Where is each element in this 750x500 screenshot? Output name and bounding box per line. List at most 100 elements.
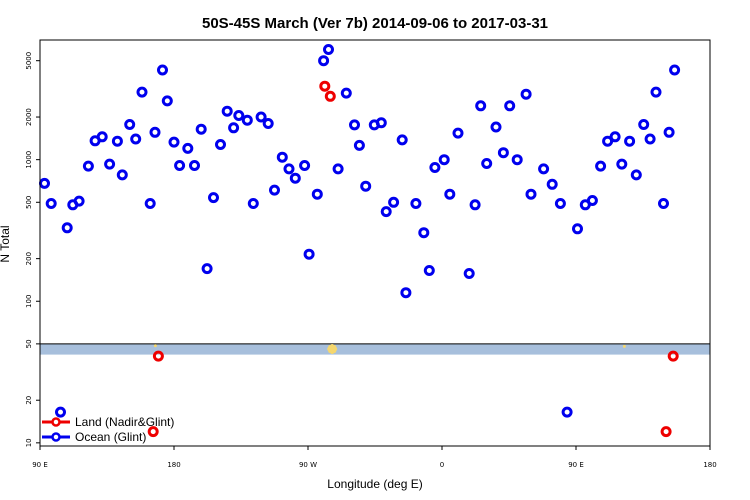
ocean-point-89 (669, 64, 681, 76)
ocean-point-74 (561, 406, 573, 418)
y-tick-label-5: 500 (25, 196, 33, 209)
ocean-point-60 (452, 127, 464, 139)
ocean-point-8 (96, 131, 108, 143)
ocean-point-11 (116, 169, 128, 181)
ocean-point-71 (538, 163, 550, 175)
y-tick-label-0: 10 (25, 438, 33, 447)
land-point-2 (319, 80, 331, 92)
land-point-4 (660, 426, 672, 438)
y-tick-label-6: 1000 (25, 151, 33, 169)
x-tick-label-3: 0 (440, 461, 444, 469)
x-tick-label-1: 180 (167, 461, 180, 469)
ocean-point-65 (490, 121, 502, 133)
y-tick-label-7: 2000 (25, 108, 33, 126)
ocean-point-12 (124, 119, 136, 130)
ocean-point-68 (511, 154, 523, 166)
ocean-point-77 (586, 195, 598, 206)
ocean-point-72 (546, 178, 558, 190)
ocean-point-24 (201, 263, 213, 275)
land-point-5 (667, 350, 679, 362)
ocean-point-87 (658, 198, 669, 209)
legend-land-marker (51, 417, 61, 427)
x-tick-label-5: 180 (703, 461, 716, 469)
y-tick-label-8: 5000 (25, 52, 33, 70)
data-points (39, 44, 681, 438)
ocean-point-22 (189, 160, 200, 171)
ocean-point-13 (130, 133, 142, 145)
ocean-point-62 (469, 199, 481, 211)
ocean-point-3 (61, 222, 73, 234)
ocean-point-84 (638, 119, 650, 130)
ocean-point-29 (233, 110, 245, 121)
ocean-point-17 (157, 64, 168, 76)
ocean-point-38 (299, 160, 311, 171)
ocean-point-41 (323, 44, 334, 55)
ocean-point-67 (504, 100, 516, 112)
ocean-point-44 (340, 87, 352, 99)
band-fleck-2 (622, 344, 626, 348)
band-cluster-dot-5 (332, 349, 337, 354)
ocean-point-28 (228, 122, 240, 134)
x-axis-label: Longitude (deg E) (327, 477, 422, 491)
ocean-point-31 (247, 198, 259, 209)
ocean-point-61 (463, 268, 475, 279)
band-fleck-0 (153, 344, 157, 348)
ocean-band (40, 343, 710, 355)
ocean-point-1 (45, 198, 57, 209)
band-cluster-dot-6 (332, 345, 337, 350)
legend-ocean-label: Ocean (Glint) (75, 430, 146, 444)
ocean-point-34 (269, 184, 280, 196)
ocean-point-16 (149, 126, 161, 138)
ocean-point-83 (630, 169, 642, 181)
ocean-point-15 (144, 198, 156, 209)
x-tick-label-0: 90 E (32, 461, 48, 469)
ocean-point-80 (609, 131, 621, 143)
legend-ocean-marker (51, 432, 61, 442)
chart-title: 50S-45S March (Ver 7b) 2014-09-06 to 201… (202, 15, 548, 32)
ocean-point-33 (262, 118, 274, 129)
land-point-3 (324, 90, 336, 102)
ocean-point-0 (39, 177, 50, 189)
y-tick-label-2: 50 (25, 339, 33, 348)
land-point-0 (147, 426, 159, 438)
ocean-point-36 (283, 163, 295, 175)
y-tick-label-4: 200 (25, 252, 33, 265)
ocean-point-20 (174, 160, 186, 171)
ocean-point-53 (400, 287, 412, 299)
y-axis: 10 20 50 100 200 500 1000 2000 5000 (25, 52, 40, 447)
ocean-point-78 (595, 160, 607, 172)
ocean-point-43 (332, 163, 344, 175)
land-point-1 (152, 350, 164, 362)
ocean-point-58 (438, 154, 450, 166)
ocean-point-42 (318, 55, 330, 67)
ocean-point-9 (104, 158, 116, 170)
band-cluster-dot-7 (328, 349, 333, 354)
ocean-point-57 (429, 162, 441, 173)
ocean-point-59 (444, 188, 456, 200)
band-cluster-dot-4 (328, 345, 333, 350)
plot-background (40, 343, 710, 355)
ocean-point-18 (161, 95, 173, 107)
ocean-point-54 (410, 198, 422, 209)
ocean-point-23 (195, 123, 207, 135)
ocean-point-45 (349, 119, 360, 131)
ocean-point-85 (644, 133, 656, 145)
ocean-point-86 (650, 86, 662, 98)
ocean-point-46 (353, 139, 365, 151)
ocean-point-2 (55, 406, 66, 418)
ocean-point-5 (73, 195, 85, 207)
ocean-point-56 (423, 265, 435, 276)
y-tick-label-3: 100 (25, 295, 33, 308)
ocean-point-35 (276, 151, 288, 163)
ocean-point-79 (602, 135, 614, 147)
ocean-point-47 (360, 180, 372, 192)
ocean-point-88 (663, 126, 675, 138)
ocean-point-66 (497, 147, 509, 159)
ocean-point-40 (311, 188, 323, 200)
ocean-point-70 (525, 188, 537, 200)
ocean-point-69 (520, 88, 532, 100)
ocean-point-50 (380, 206, 392, 218)
y-axis-label: N Total (0, 225, 12, 262)
ocean-point-25 (208, 192, 219, 204)
x-axis: 90 E 180 90 W 0 90 E 180 (32, 446, 717, 469)
